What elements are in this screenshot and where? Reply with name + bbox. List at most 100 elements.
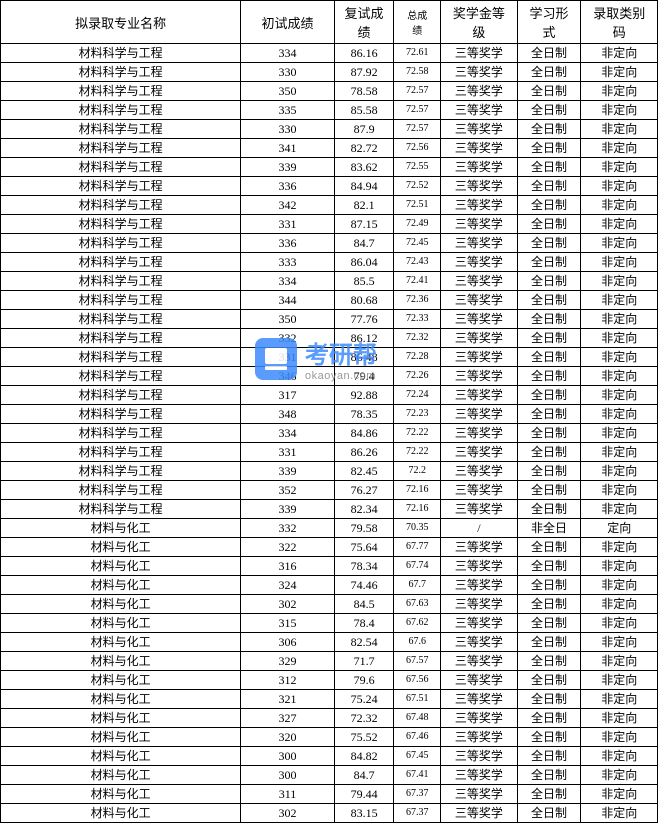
cell-major: 材料与化工 — [1, 747, 241, 766]
cell-primary: 329 — [241, 652, 335, 671]
cell-total: 67.57 — [394, 652, 441, 671]
cell-studymode: 全日制 — [517, 728, 581, 747]
cell-major: 材料科学与工程 — [1, 462, 241, 481]
cell-major: 材料科学与工程 — [1, 329, 241, 348]
table-row: 材料与化工30084.767.41三等奖学全日制非定向 — [1, 766, 658, 785]
cell-studymode: 全日制 — [517, 766, 581, 785]
cell-total: 72.45 — [394, 234, 441, 253]
cell-major: 材料科学与工程 — [1, 481, 241, 500]
cell-scholarship: 三等奖学 — [441, 709, 518, 728]
cell-retest: 75.24 — [334, 690, 394, 709]
cell-studymode: 全日制 — [517, 272, 581, 291]
table-row: 材料与化工30682.5467.6三等奖学全日制非定向 — [1, 633, 658, 652]
table-row: 材料科学与工程35078.5872.57三等奖学全日制非定向 — [1, 82, 658, 101]
cell-scholarship: 三等奖学 — [441, 500, 518, 519]
cell-scholarship: 三等奖学 — [441, 766, 518, 785]
cell-total: 67.7 — [394, 576, 441, 595]
cell-studymode: 全日制 — [517, 405, 581, 424]
cell-retest: 84.86 — [334, 424, 394, 443]
cell-scholarship: 三等奖学 — [441, 177, 518, 196]
cell-retest: 84.7 — [334, 234, 394, 253]
cell-scholarship: 三等奖学 — [441, 633, 518, 652]
cell-primary: 316 — [241, 557, 335, 576]
table-body: 材料科学与工程33486.1672.61三等奖学全日制非定向材料科学与工程330… — [1, 44, 658, 823]
table-row: 材料科学与工程34480.6872.36三等奖学全日制非定向 — [1, 291, 658, 310]
table-row: 材料科学与工程33187.1572.49三等奖学全日制非定向 — [1, 215, 658, 234]
cell-admittype: 非定向 — [581, 709, 658, 728]
cell-retest: 86.16 — [334, 44, 394, 63]
cell-major: 材料科学与工程 — [1, 215, 241, 234]
cell-primary: 344 — [241, 291, 335, 310]
cell-retest: 75.64 — [334, 538, 394, 557]
cell-total: 72.36 — [394, 291, 441, 310]
cell-retest: 86.48 — [334, 348, 394, 367]
cell-admittype: 非定向 — [581, 804, 658, 823]
cell-major: 材料与化工 — [1, 595, 241, 614]
cell-retest: 82.72 — [334, 139, 394, 158]
table-row: 材料与化工30084.8267.45三等奖学全日制非定向 — [1, 747, 658, 766]
table-row: 材料科学与工程33684.9472.52三等奖学全日制非定向 — [1, 177, 658, 196]
cell-studymode: 全日制 — [517, 63, 581, 82]
cell-primary: 311 — [241, 785, 335, 804]
cell-retest: 86.12 — [334, 329, 394, 348]
cell-total: 72.51 — [394, 196, 441, 215]
table-row: 材料科学与工程33386.0472.43三等奖学全日制非定向 — [1, 253, 658, 272]
cell-scholarship: 三等奖学 — [441, 538, 518, 557]
cell-major: 材料与化工 — [1, 614, 241, 633]
cell-scholarship: 三等奖学 — [441, 785, 518, 804]
cell-primary: 302 — [241, 804, 335, 823]
table-row: 材料与化工32175.2467.51三等奖学全日制非定向 — [1, 690, 658, 709]
cell-scholarship: 三等奖学 — [441, 215, 518, 234]
table-row: 材料科学与工程33484.8672.22三等奖学全日制非定向 — [1, 424, 658, 443]
cell-scholarship: 三等奖学 — [441, 747, 518, 766]
cell-studymode: 全日制 — [517, 557, 581, 576]
cell-total: 72.33 — [394, 310, 441, 329]
cell-primary: 348 — [241, 405, 335, 424]
cell-studymode: 全日制 — [517, 633, 581, 652]
cell-scholarship: / — [441, 519, 518, 538]
table-row: 材料与化工31678.3467.74三等奖学全日制非定向 — [1, 557, 658, 576]
cell-admittype: 非定向 — [581, 671, 658, 690]
table-row: 材料科学与工程33087.9272.58三等奖学全日制非定向 — [1, 63, 658, 82]
cell-studymode: 全日制 — [517, 177, 581, 196]
cell-major: 材料科学与工程 — [1, 405, 241, 424]
table-row: 材料与化工31179.4467.37三等奖学全日制非定向 — [1, 785, 658, 804]
cell-total: 72.43 — [394, 253, 441, 272]
cell-scholarship: 三等奖学 — [441, 158, 518, 177]
cell-major: 材料与化工 — [1, 766, 241, 785]
cell-scholarship: 三等奖学 — [441, 196, 518, 215]
table-row: 材料与化工32275.6467.77三等奖学全日制非定向 — [1, 538, 658, 557]
cell-admittype: 非定向 — [581, 253, 658, 272]
cell-studymode: 全日制 — [517, 139, 581, 158]
cell-primary: 330 — [241, 63, 335, 82]
cell-admittype: 非定向 — [581, 120, 658, 139]
cell-scholarship: 三等奖学 — [441, 804, 518, 823]
cell-retest: 79.58 — [334, 519, 394, 538]
cell-scholarship: 三等奖学 — [441, 348, 518, 367]
cell-admittype: 非定向 — [581, 234, 658, 253]
cell-primary: 350 — [241, 310, 335, 329]
cell-scholarship: 三等奖学 — [441, 481, 518, 500]
cell-major: 材料科学与工程 — [1, 424, 241, 443]
cell-retest: 80.68 — [334, 291, 394, 310]
table-row: 材料科学与工程34182.7272.56三等奖学全日制非定向 — [1, 139, 658, 158]
cell-admittype: 非定向 — [581, 367, 658, 386]
cell-admittype: 非定向 — [581, 196, 658, 215]
cell-primary: 333 — [241, 253, 335, 272]
cell-total: 67.48 — [394, 709, 441, 728]
cell-total: 72.57 — [394, 82, 441, 101]
cell-major: 材料科学与工程 — [1, 177, 241, 196]
cell-retest: 84.82 — [334, 747, 394, 766]
cell-major: 材料与化工 — [1, 671, 241, 690]
table-row: 材料与化工30284.567.63三等奖学全日制非定向 — [1, 595, 658, 614]
cell-admittype: 非定向 — [581, 405, 658, 424]
cell-total: 67.74 — [394, 557, 441, 576]
cell-retest: 82.34 — [334, 500, 394, 519]
cell-major: 材料与化工 — [1, 519, 241, 538]
cell-studymode: 全日制 — [517, 82, 581, 101]
cell-scholarship: 三等奖学 — [441, 272, 518, 291]
cell-retest: 77.76 — [334, 310, 394, 329]
cell-retest: 82.1 — [334, 196, 394, 215]
cell-total: 72.55 — [394, 158, 441, 177]
cell-primary: 339 — [241, 462, 335, 481]
